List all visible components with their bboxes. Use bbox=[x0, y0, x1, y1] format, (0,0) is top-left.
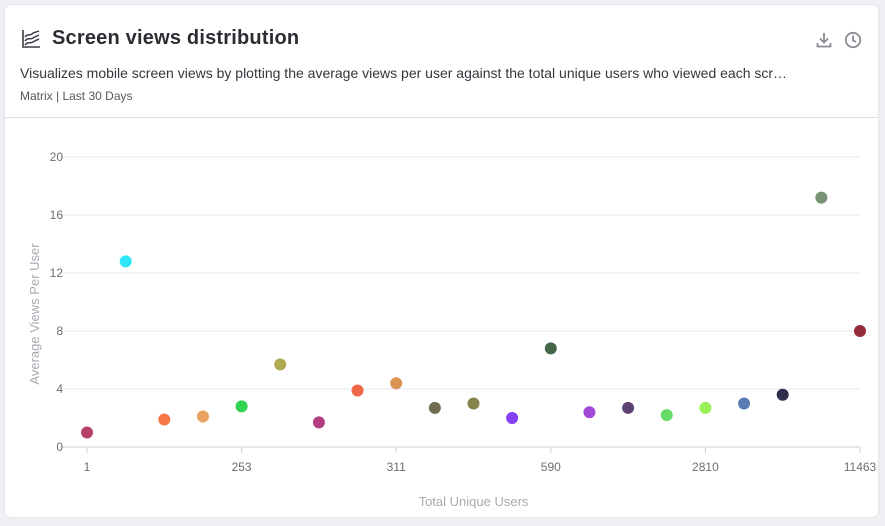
scatter-chart: 0 4 8 12 16 20 1 253 311 590 2810 11463 Total Unique… bbox=[27, 150, 877, 509]
y-tick-label: 4 bbox=[56, 382, 63, 396]
scatter-point bbox=[622, 401, 635, 414]
scatter-point bbox=[815, 191, 828, 204]
scatter-point bbox=[81, 426, 93, 439]
x-tick-label: 253 bbox=[232, 460, 252, 474]
x-tick-label: 1 bbox=[84, 460, 91, 474]
scatter-point bbox=[544, 342, 557, 355]
download-icon[interactable] bbox=[815, 31, 833, 49]
scatter-point bbox=[506, 412, 519, 424]
scatter-point bbox=[660, 409, 673, 422]
scatter-point bbox=[854, 325, 866, 337]
x-tick-label: 11463 bbox=[844, 460, 877, 474]
scatter-point bbox=[776, 388, 789, 401]
y-tick-label: 12 bbox=[50, 266, 64, 280]
scatter-point bbox=[428, 401, 441, 414]
header-actions bbox=[804, 31, 862, 49]
x-tick-label: 590 bbox=[541, 460, 561, 474]
scatter-point bbox=[158, 413, 171, 426]
y-tick-label: 20 bbox=[50, 150, 64, 164]
scatter-point bbox=[312, 416, 325, 429]
scatter-point bbox=[235, 400, 248, 413]
x-tick-label: 2810 bbox=[692, 460, 719, 474]
chart-title: Screen views distribution bbox=[52, 27, 300, 49]
screen-views-card: Screen views distribution Visualizes mob… bbox=[5, 5, 878, 517]
history-icon[interactable] bbox=[844, 31, 862, 49]
y-tick-label: 16 bbox=[50, 208, 64, 222]
scatter-point bbox=[351, 384, 364, 397]
scatter-point bbox=[274, 358, 287, 371]
area-chart-icon bbox=[21, 29, 41, 49]
x-tick-label: 311 bbox=[387, 460, 406, 474]
y-tick-label: 8 bbox=[56, 324, 63, 338]
scatter-point bbox=[196, 410, 209, 423]
title-row: Screen views distribution bbox=[21, 27, 299, 50]
scatter-point bbox=[119, 255, 132, 268]
chart-meta: Matrix | Last 30 Days bbox=[20, 89, 133, 103]
y-axis-title: Average Views Per User bbox=[27, 243, 42, 385]
chart-description: Visualizes mobile screen views by plotti… bbox=[20, 65, 788, 81]
scatter-point bbox=[699, 401, 712, 414]
scatter-point bbox=[738, 397, 751, 410]
scatter-point bbox=[467, 397, 480, 410]
scatter-point bbox=[390, 377, 403, 390]
card-header: Screen views distribution Visualizes mob… bbox=[5, 5, 878, 118]
scatter-point bbox=[583, 406, 596, 419]
x-axis-title: Total Unique Users bbox=[419, 494, 529, 509]
y-tick-label: 0 bbox=[56, 440, 63, 454]
